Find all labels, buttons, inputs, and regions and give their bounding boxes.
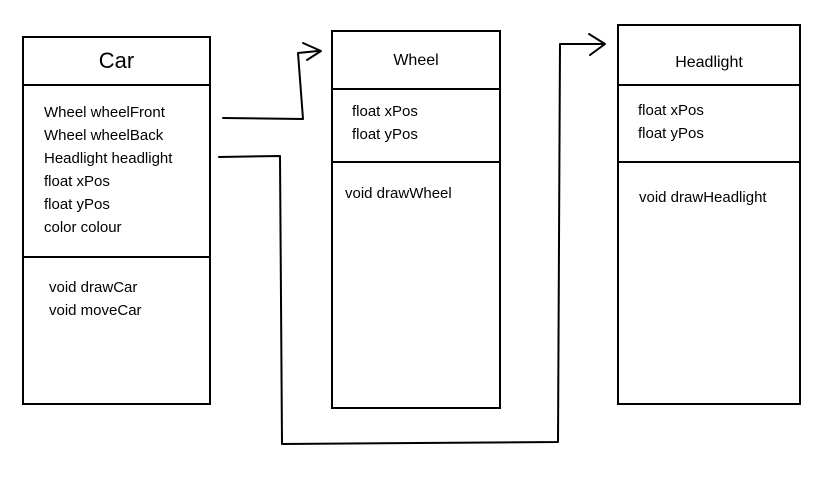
method-wheel-drawwheel: void drawWheel (345, 185, 452, 202)
class-box-wheel: Wheel float xPos float yPos void drawWhe… (331, 30, 501, 409)
attribute-headlight-ypos: float yPos (638, 125, 704, 142)
attribute-car-wheelfront: Wheel wheelFront (44, 104, 165, 121)
class-box-car: Car Wheel wheelFront Wheel wheelBack Hea… (22, 36, 211, 405)
connector-car-headlight-arrowhead (588, 33, 606, 56)
connector-car-headlight-line (218, 43, 603, 445)
method-car-drawcar: void drawCar (49, 279, 138, 296)
class-name-headlight: Headlight (675, 54, 743, 71)
attribute-car-colour: color colour (44, 219, 122, 236)
class-box-headlight: Headlight float xPos float yPos void dra… (617, 24, 801, 405)
class-divider-headlight-methods (619, 161, 799, 163)
class-name-wheel: Wheel (393, 52, 439, 69)
connector-car-wheel-line (222, 50, 319, 120)
attribute-list-wheel: float xPos float yPos (352, 100, 418, 146)
method-headlight-drawheadlight: void drawHeadlight (639, 189, 767, 206)
method-list-wheel: void drawWheel (345, 182, 452, 205)
attribute-car-xpos: float xPos (44, 173, 110, 190)
attribute-car-headlight: Headlight headlight (44, 150, 173, 167)
class-divider-wheel-name (333, 88, 499, 90)
method-list-headlight: void drawHeadlight (639, 186, 767, 209)
attribute-wheel-xpos: float xPos (352, 103, 418, 120)
class-name-car: Car (98, 48, 135, 73)
attribute-car-ypos: float yPos (44, 196, 110, 213)
class-divider-wheel-methods (333, 161, 499, 163)
method-car-movecar: void moveCar (49, 302, 142, 319)
class-divider-car-methods (24, 256, 209, 258)
attribute-headlight-xpos: float xPos (638, 102, 704, 119)
connector-car-wheel-arrowhead (302, 42, 322, 61)
attribute-list-headlight: float xPos float yPos (638, 99, 704, 145)
class-divider-car-name (24, 84, 209, 86)
class-divider-headlight-name (619, 84, 799, 86)
attribute-wheel-ypos: float yPos (352, 126, 418, 143)
attribute-car-wheelback: Wheel wheelBack (44, 127, 164, 144)
attribute-list-car: Wheel wheelFront Wheel wheelBack Headlig… (44, 101, 172, 239)
method-list-car: void drawCar void moveCar (49, 276, 142, 322)
